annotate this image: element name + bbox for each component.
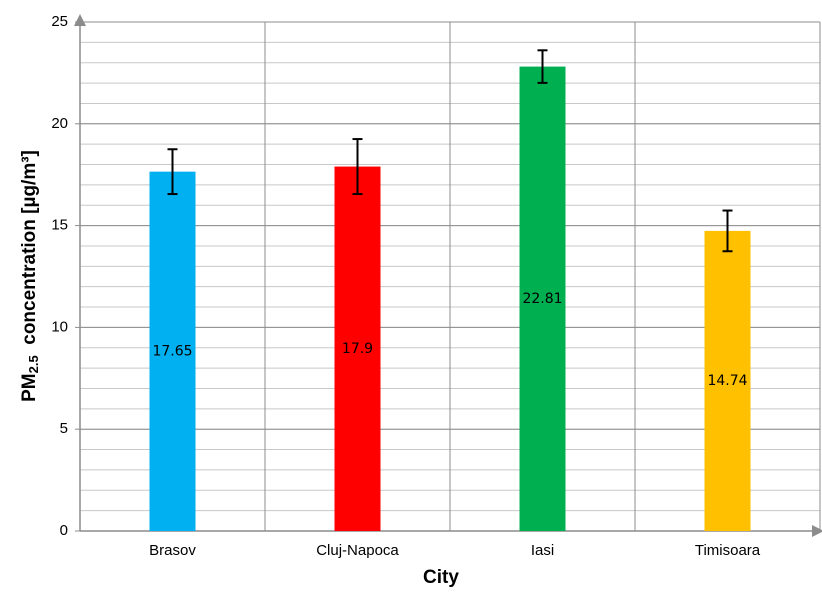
error-bar	[167, 148, 178, 196]
bar	[519, 66, 566, 531]
bar	[704, 230, 751, 531]
y-tick-label: 20	[51, 115, 68, 132]
y-title-sub: 2.5	[26, 355, 41, 373]
value-label: 17.9	[342, 341, 373, 357]
bar	[334, 166, 381, 531]
x-tick-label: Iasi	[531, 542, 554, 559]
x-tick-label: Timisoara	[695, 542, 761, 559]
bar	[149, 171, 196, 531]
y-tick-label: 0	[60, 522, 68, 539]
y-tick-label: 5	[60, 420, 68, 437]
y-tick-label: 15	[51, 217, 68, 234]
y-axis-title: PM2.5 concentration [µg/m³]	[19, 150, 41, 402]
error-bar	[537, 49, 548, 84]
x-tick-label: Brasov	[149, 542, 196, 559]
y-tick-label: 25	[51, 13, 68, 30]
value-label: 17.65	[152, 343, 192, 359]
y-title-rest: concentration [µg/m³]	[19, 150, 40, 355]
value-label: 14.74	[707, 373, 747, 389]
y-tick-label: 10	[51, 318, 68, 335]
x-axis-title: City	[423, 567, 459, 588]
error-bar	[352, 138, 363, 196]
x-tick-label: Cluj-Napoca	[316, 542, 399, 559]
error-bar	[722, 209, 733, 253]
y-title-main: PM	[19, 373, 40, 402]
value-label: 22.81	[522, 291, 562, 307]
